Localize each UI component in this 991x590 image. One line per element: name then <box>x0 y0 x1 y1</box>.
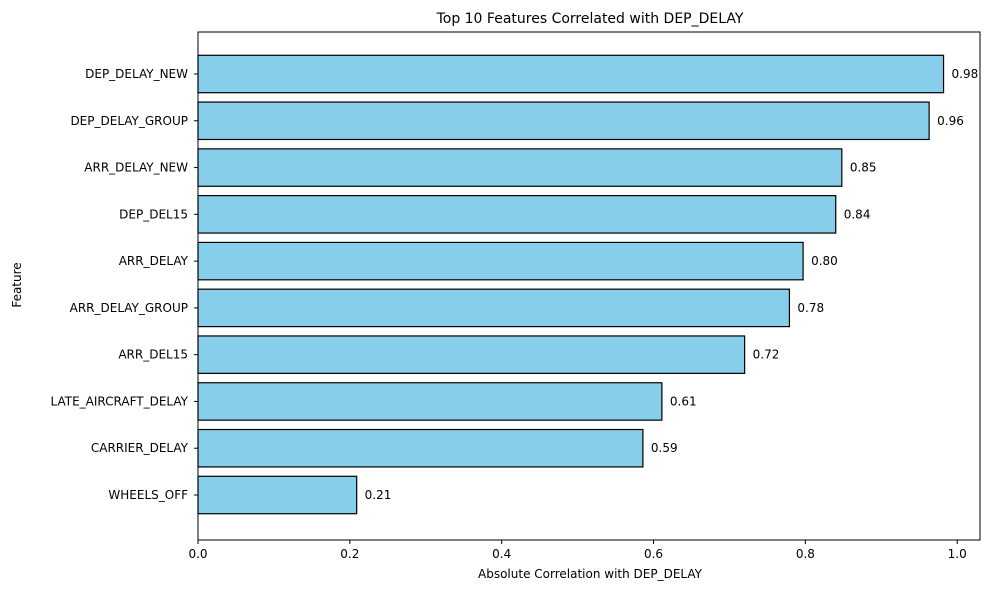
bar <box>197 195 837 234</box>
data-label: 0.21 <box>365 488 392 502</box>
y-tick-label: LATE_AIRCRAFT_DELAY <box>51 394 189 408</box>
bar <box>197 288 791 328</box>
x-axis-label: Absolute Correlation with DEP_DELAY <box>478 567 703 581</box>
x-tick-label: 0.4 <box>492 547 511 561</box>
data-label: 0.85 <box>850 161 877 175</box>
bar <box>197 54 945 94</box>
data-label: 0.59 <box>651 441 678 455</box>
y-tick-label: ARR_DELAY_NEW <box>84 161 188 175</box>
plot-frame <box>197 31 981 541</box>
bar <box>197 335 746 374</box>
x-tick-label: 0.0 <box>188 547 207 561</box>
y-tick-label: WHEELS_OFF <box>108 488 188 502</box>
axes-frame <box>197 31 981 541</box>
bar <box>197 148 843 187</box>
data-label: 0.80 <box>811 254 838 268</box>
y-tick-label: DEP_DELAY_NEW <box>85 67 188 81</box>
bar <box>197 382 663 421</box>
x-tick-label: 1.0 <box>948 547 967 561</box>
y-tick-label: DEP_DELAY_GROUP <box>70 114 188 128</box>
data-label: 0.84 <box>844 207 871 221</box>
data-label: 0.78 <box>797 301 824 315</box>
y-tick-label: DEP_DEL15 <box>119 207 188 221</box>
y-tick-label: CARRIER_DELAY <box>91 441 189 455</box>
x-tick-label: 0.6 <box>644 547 663 561</box>
y-tick-label: ARR_DELAY_GROUP <box>70 301 188 315</box>
data-label: 0.72 <box>753 348 780 362</box>
data-label: 0.96 <box>937 114 964 128</box>
data-label: 0.61 <box>670 394 697 408</box>
bar <box>197 475 358 515</box>
y-axis-label: Feature <box>10 262 24 307</box>
chart-title: Top 10 Features Correlated with DEP_DELA… <box>436 11 744 27</box>
y-tick-label: ARR_DELAY <box>119 254 189 268</box>
data-label: 0.98 <box>952 67 979 81</box>
x-tick-label: 0.2 <box>340 547 359 561</box>
y-tick-label: ARR_DEL15 <box>118 348 188 362</box>
bars-layer: 0.98 0.96 0.85 0.84 0.80 0.78 0.72 0.61 0.59 0.21 <box>197 54 979 515</box>
bar <box>197 101 930 141</box>
ticks-layer: DEP_DELAY_NEW DEP_DELAY_GROUP ARR_DELAY_NE… <box>51 67 967 561</box>
x-tick-label: 0.8 <box>796 547 815 561</box>
bar <box>197 428 644 468</box>
bar <box>197 241 804 281</box>
